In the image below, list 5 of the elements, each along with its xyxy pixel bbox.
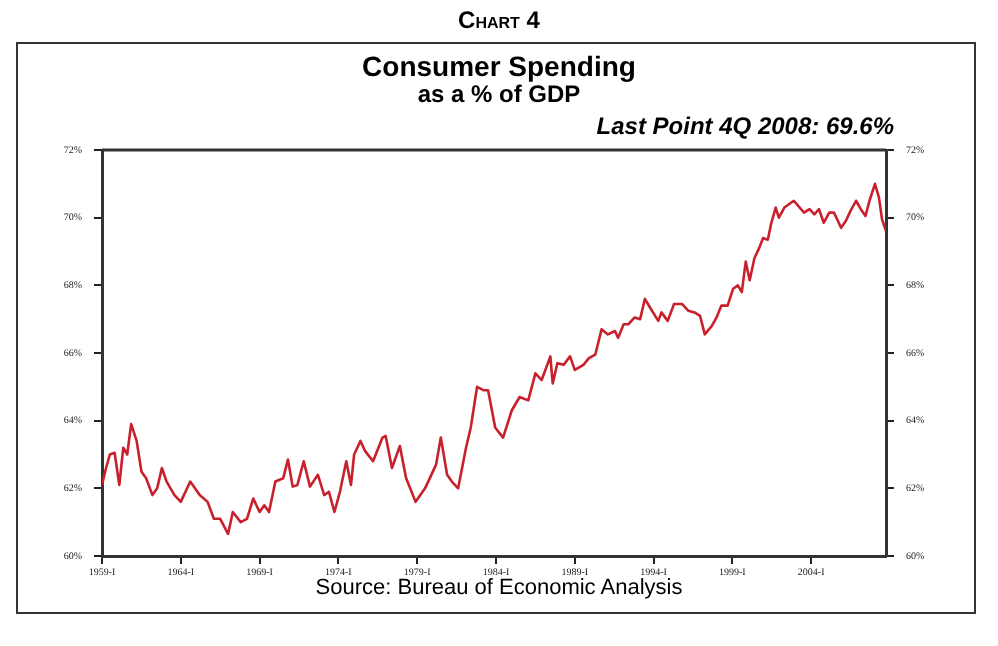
source-note: Source: Bureau of Economic Analysis — [313, 576, 685, 600]
chart-subtitle: as a % of GDP — [415, 80, 581, 108]
caption: Chart 4 — [456, 6, 542, 34]
chart-title: Consumer Spending — [360, 50, 638, 82]
text: Last Point 4Q 2008: 69.6% — [596, 112, 894, 140]
